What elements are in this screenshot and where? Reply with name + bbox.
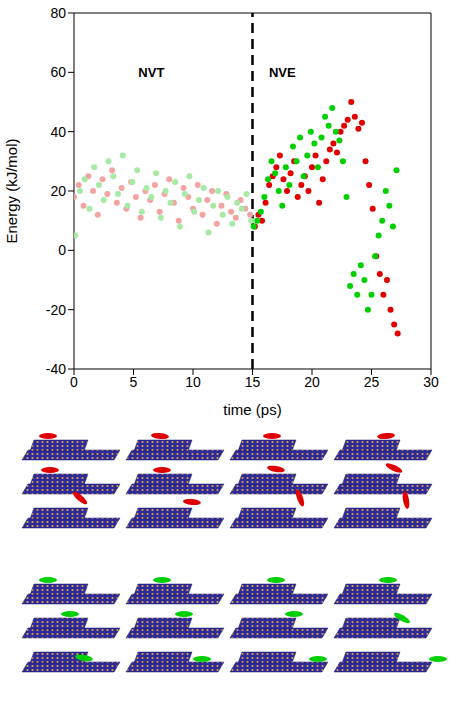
svg-text:5: 5 [130,374,138,390]
svg-text:20: 20 [304,374,320,390]
svg-text:0: 0 [70,374,78,390]
svg-text:15: 15 [245,374,261,390]
svg-text:30: 30 [423,374,439,390]
svg-text:time (ps): time (ps) [223,401,281,418]
svg-text:60: 60 [50,64,66,80]
svg-text:10: 10 [185,374,201,390]
svg-text:80: 80 [50,5,66,21]
svg-text:0: 0 [58,242,66,258]
svg-text:-20: -20 [46,302,66,318]
svg-text:Energy (kJ/mol): Energy (kJ/mol) [3,138,20,243]
svg-text:20: 20 [50,183,66,199]
svg-text:NVT: NVT [138,65,164,80]
svg-text:25: 25 [364,374,380,390]
svg-text:40: 40 [50,124,66,140]
svg-text:-40: -40 [46,361,66,377]
svg-text:NVE: NVE [269,65,296,80]
